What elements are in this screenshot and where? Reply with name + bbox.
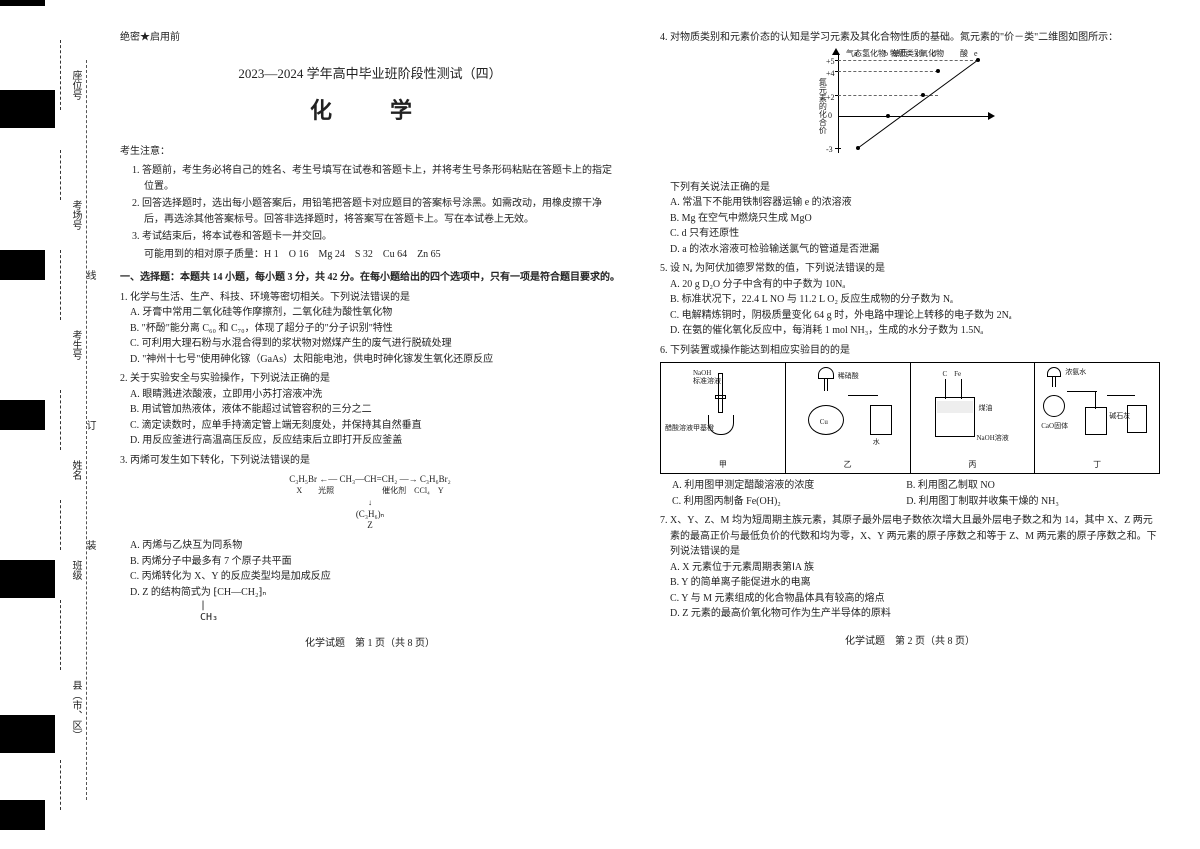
q7-opt-a: A. X 元素位于元素周期表第ⅠA 族: [660, 560, 1160, 576]
question-7: 7. X、Y、Z、M 均为短周期主族元素，其原子最外层电子数依次增大且最外层电子…: [660, 513, 1160, 622]
binding-tag: 线: [82, 270, 97, 280]
reaction-line1: C₃H₅Br ←— CH₃—CH=CH₂ —→ C₃H₆Br₂: [120, 474, 620, 486]
q2-opt-c: C. 滴定读数时，应单手持滴定管上端无刻度处，并保持其自然垂直: [120, 418, 620, 434]
q5-opt-c: C. 电解精炼铜时，阴极质量变化 64 g 时，外电路中理论上转移的电子数为 2…: [660, 308, 1160, 324]
q6-stem: 6. 下列装置或操作能达到相应实验目的的是: [660, 343, 1160, 359]
question-4: 4. 对物质类别和元素价态的认知是学习元素及其化合物性质的基础。氮元素的"价－类…: [660, 30, 1160, 257]
arrow-right-icon: [988, 112, 995, 120]
fold-line: [86, 60, 87, 800]
page-2: 4. 对物质类别和元素价态的认知是学习元素及其化合物性质的基础。氮元素的"价－类…: [660, 30, 1160, 649]
q1-opt-c: C. 可利用大理石粉与水混合得到的浆状物对燃煤产生的废气进行脱硫处理: [120, 336, 620, 352]
q7-opt-d: D. Z 元素的最高价氧化物可作为生产半导体的原料: [660, 606, 1160, 622]
binding-label: 考生号: [68, 330, 83, 360]
notice-item: 3. 考试结束后，将本试卷和答题卡一并交回。: [120, 229, 620, 245]
q6-opt-c: C. 利用图丙制备 Fe(OH)₂: [672, 494, 906, 510]
q3-struct: |: [120, 600, 620, 612]
reg-mark: [0, 715, 55, 753]
q6-options: A. 利用图甲测定醋酸溶液的浓度 B. 利用图乙制取 NO C. 利用图丙制备 …: [660, 478, 1160, 509]
question-6: 6. 下列装置或操作能达到相应实验目的的是 NaOH标准溶液 醋酸溶液甲基橙 甲…: [660, 343, 1160, 510]
q5-stem: 5. 设 Nₐ 为阿伏加德罗常数的值，下列说法错误的是: [660, 261, 1160, 277]
q6-opt-b: B. 利用图乙制取 NO: [906, 478, 1140, 494]
reg-mark: [0, 800, 45, 830]
q4-opt-b: B. Mg 在空气中燃烧只生成 MgO: [660, 211, 1160, 227]
q4-opt-a: A. 常温下不能用铁制容器运输 e 的浓溶液: [660, 195, 1160, 211]
q3-opt-d: D. Z 的结构简式为 ⁅CH—CH₂⁆ₙ: [120, 585, 620, 601]
q4-opt-c: C. d 只有还原性: [660, 226, 1160, 242]
fill-line: [60, 390, 61, 450]
reg-mark: [0, 90, 55, 128]
q6-opt-a: A. 利用图甲测定醋酸溶液的浓度: [672, 478, 906, 494]
trend-line: [838, 53, 988, 153]
q1-stem: 1. 化学与生活、生产、科技、环境等密切相关。下列说法错误的是: [120, 290, 620, 306]
exam-title: 2023—2024 学年高中毕业班阶段性测试（四）: [120, 64, 620, 84]
reaction-z: Z: [120, 520, 620, 532]
binding-tag: 订: [82, 420, 97, 430]
fill-line: [60, 760, 61, 810]
binding-label: 县（市、区）: [68, 680, 83, 740]
q3-opt-b: B. 丙烯分子中最多有 7 个原子共平面: [120, 554, 620, 570]
q5-opt-b: B. 标准状况下，22.4 L NO 与 11.2 L O₂ 反应生成物的分子数…: [660, 292, 1160, 308]
page-footer-1: 化学试题 第 1 页（共 8 页）: [120, 636, 620, 652]
binding-tag: 装: [82, 540, 97, 550]
device-ding: 浓氨水 碱石灰 CaO固体 丁: [1035, 363, 1159, 473]
notice-head: 考生注意：: [120, 144, 620, 160]
reg-mark: [0, 400, 45, 430]
fill-line: [60, 500, 61, 550]
question-2: 2. 关于实验安全与实验操作，下列说法正确的是 A. 眼睛溅进浓酸液，立即用小苏…: [120, 371, 620, 449]
binding-edge: 座位号 考场号 考生号 姓名 班级 县（市、区） 线 订 装: [0, 0, 90, 849]
q7-stem: 7. X、Y、Z、M 均为短周期主族元素，其原子最外层电子数依次增大且最外层电子…: [660, 513, 1160, 560]
q3-opt-a: A. 丙烯与乙炔互为同系物: [120, 538, 620, 554]
q7-opt-c: C. Y 与 M 元素组成的化合物晶体具有较高的熔点: [660, 591, 1160, 607]
fill-line: [60, 150, 61, 200]
q2-opt-b: B. 用试管加热液体，液体不能超过试管容积的三分之二: [120, 402, 620, 418]
q7-opt-b: B. Y 的简单离子能促进水的电离: [660, 575, 1160, 591]
x-axis-label: 物质类别: [890, 48, 922, 60]
question-5: 5. 设 Nₐ 为阿伏加德罗常数的值，下列说法错误的是 A. 20 g D₂O …: [660, 261, 1160, 339]
q2-opt-d: D. 用反应釜进行高温高压反应，反应结束后立即打开反应釜盖: [120, 433, 620, 449]
reaction-mid: (C₃H₆)ₙ: [120, 509, 620, 521]
binding-label: 考场号: [68, 200, 83, 230]
section-1-head: 一、选择题：本题共 14 小题，每小题 3 分，共 42 分。在每小题给出的四个…: [120, 270, 620, 286]
subject-title: 化 学: [120, 94, 620, 128]
page-1: 绝密★启用前 2023—2024 学年高中毕业班阶段性测试（四） 化 学 考生注…: [120, 30, 620, 652]
binding-label: 姓名: [68, 460, 83, 480]
reg-mark: [0, 0, 45, 6]
reaction-labels: X 光照 催化剂 CCl₄ Y: [120, 486, 620, 496]
question-3: 3. 丙烯可发生如下转化，下列说法错误的是 C₃H₅Br ←— CH₃—CH=C…: [120, 453, 620, 624]
fill-line: [60, 40, 61, 110]
fill-line: [60, 250, 61, 320]
atomic-mass: 可能用到的相对原子质量：H 1 O 16 Mg 24 S 32 Cu 64 Zn…: [120, 247, 620, 263]
reg-mark: [0, 250, 45, 280]
reg-mark: [0, 560, 55, 598]
y-axis-label: 氮元素的化合价: [816, 78, 828, 134]
q6-opt-d: D. 利用图丁制取并收集干燥的 NH₃: [906, 494, 1140, 510]
page-footer-2: 化学试题 第 2 页（共 8 页）: [660, 634, 1160, 650]
q5-opt-d: D. 在氨的催化氧化反应中，每消耗 1 mol NH₃，生成的水分子数为 1.5…: [660, 323, 1160, 339]
q3-opt-c: C. 丙烯转化为 X、Y 的反应类型均是加成反应: [120, 569, 620, 585]
q4-note: 下列有关说法正确的是: [660, 180, 1160, 196]
reaction-scheme: C₃H₅Br ←— CH₃—CH=CH₂ —→ C₃H₆Br₂ X 光照 催化剂…: [120, 474, 620, 532]
device-jia: NaOH标准溶液 醋酸溶液甲基橙 甲: [661, 363, 786, 473]
binding-label: 班级: [68, 560, 83, 580]
q3-struct2: CH₃: [120, 612, 620, 624]
notice-item: 2. 回答选择题时，选出每小题答案后，用铅笔把答题卡对应题目的答案标号涂黑。如需…: [120, 196, 620, 227]
apparatus-row: NaOH标准溶液 醋酸溶液甲基橙 甲 稀硝酸 Cu 水: [660, 362, 1160, 474]
q4-stem: 4. 对物质类别和元素价态的认知是学习元素及其化合物性质的基础。氮元素的"价－类…: [660, 30, 1160, 46]
binding-label: 座位号: [68, 70, 83, 100]
fill-line: [60, 600, 61, 670]
notice-item: 1. 答题前，考生务必将自己的姓名、考生号填写在试卷和答题卡上，并将考生号条形码…: [120, 163, 620, 194]
q2-stem: 2. 关于实验安全与实验操作，下列说法正确的是: [120, 371, 620, 387]
q2-opt-a: A. 眼睛溅进浓酸液，立即用小苏打溶液冲洗: [120, 387, 620, 403]
q5-opt-a: A. 20 g D₂O 分子中含有的中子数为 10Nₐ: [660, 277, 1160, 293]
valence-chart: 氮元素的化合价 +5 +4 +2 0 -3: [820, 48, 1000, 178]
q1-opt-d: D. "神州十七号"使用砷化镓（GaAs）太阳能电池，供电时砷化镓发生氧化还原反…: [120, 352, 620, 368]
question-1: 1. 化学与生活、生产、科技、环境等密切相关。下列说法错误的是 A. 牙膏中常用…: [120, 290, 620, 368]
secret-label: 绝密★启用前: [120, 30, 620, 46]
q1-opt-a: A. 牙膏中常用二氧化硅等作摩擦剂，二氧化硅为酸性氧化物: [120, 305, 620, 321]
q3-stem: 3. 丙烯可发生如下转化，下列说法错误的是: [120, 453, 620, 469]
device-yi: 稀硝酸 Cu 水 乙: [786, 363, 911, 473]
q1-opt-b: B. "杯酚"能分离 C₆₀ 和 C₇₀，体现了超分子的"分子识别"特性: [120, 321, 620, 337]
q4-opt-d: D. a 的浓水溶液可检验输送氯气的管道是否泄漏: [660, 242, 1160, 258]
device-bing: C Fe 煤油 NaOH溶液 丙: [911, 363, 1036, 473]
